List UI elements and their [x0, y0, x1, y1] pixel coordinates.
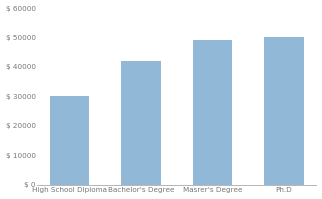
Bar — [121, 61, 161, 185]
Bar — [193, 40, 232, 185]
Bar — [50, 96, 89, 185]
Bar — [264, 37, 304, 185]
